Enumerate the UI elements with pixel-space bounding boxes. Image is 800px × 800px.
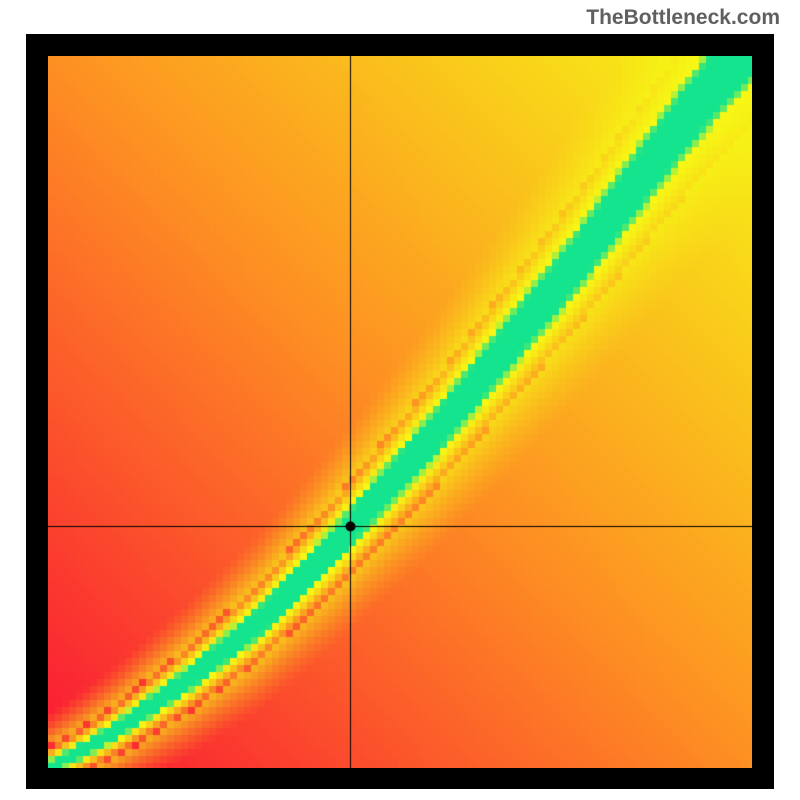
- chart-container: { "attribution": "TheBottleneck.com", "l…: [0, 0, 800, 800]
- heatmap-canvas: [48, 56, 752, 768]
- attribution-text: TheBottleneck.com: [586, 6, 780, 30]
